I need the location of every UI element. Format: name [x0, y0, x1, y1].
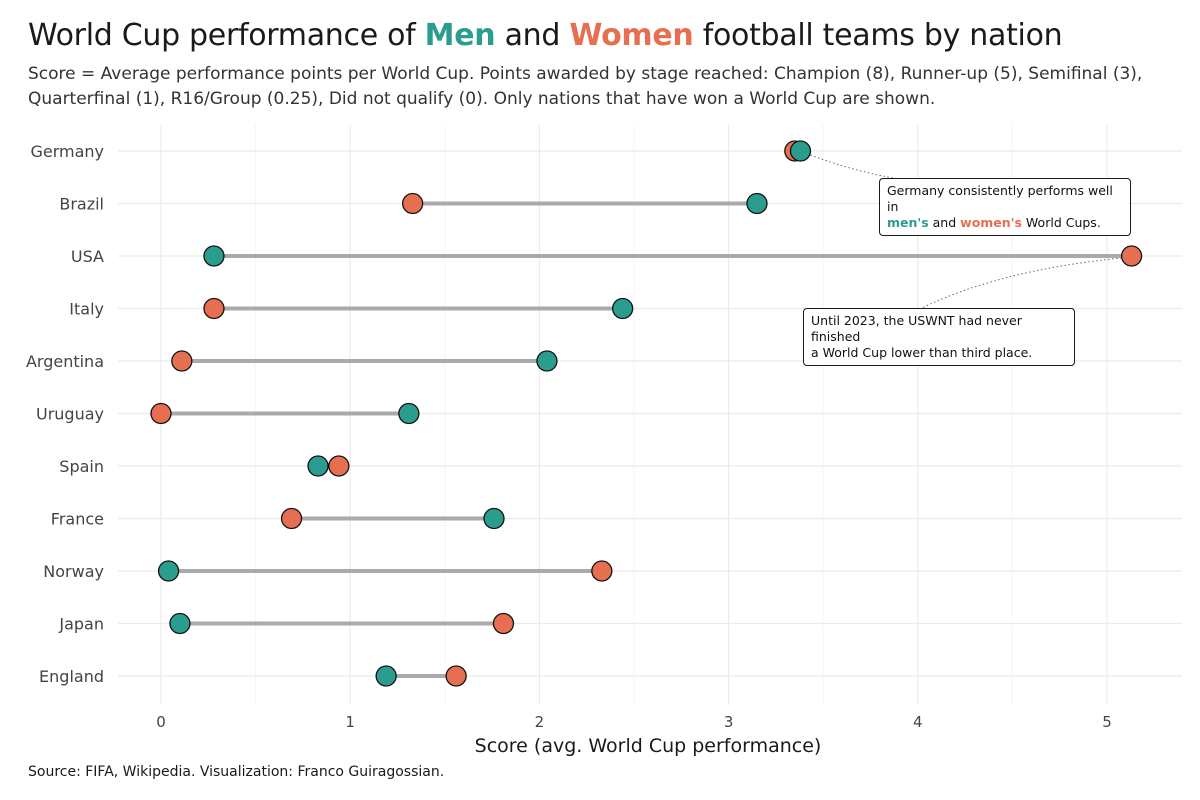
point-women-norway: [591, 560, 613, 582]
point-men-norway: [157, 560, 180, 582]
annotation-germany-women: women's: [960, 215, 1022, 230]
point-men-germany: [789, 140, 812, 162]
annotation-usa: Until 2023, the USWNT had never finished…: [803, 308, 1075, 366]
point-men-italy: [611, 297, 634, 320]
y-tick-label-germany: Germany: [30, 142, 104, 161]
y-tick-label-japan: Japan: [58, 615, 104, 634]
point-women-brazil: [401, 192, 424, 215]
annotation-usa-connector: [921, 257, 1122, 309]
y-tick-label-france: France: [51, 510, 104, 529]
chart-title: World Cup performance of Men and Women f…: [28, 18, 1063, 53]
y-tick-label-argentina: Argentina: [26, 352, 104, 371]
point-men-brazil: [746, 192, 768, 215]
x-axis-label: Score (avg. World Cup performance): [475, 735, 822, 757]
annotation-germany-connector: [810, 154, 894, 179]
point-women-spain: [328, 455, 350, 477]
chart-subtitle: Score = Average performance points per W…: [28, 64, 1143, 109]
point-men-france: [483, 507, 505, 530]
annotation-germany-line1: Germany consistently performs well in: [887, 183, 1113, 214]
annotation-usa-line2: a World Cup lower than third place.: [811, 345, 1033, 360]
point-women-italy: [203, 297, 225, 320]
point-men-uruguay: [398, 402, 420, 425]
point-women-japan: [492, 612, 515, 635]
point-men-england: [375, 665, 397, 687]
y-tick-label-italy: Italy: [69, 300, 104, 319]
point-women-usa: [1120, 245, 1143, 267]
y-tick-label-spain: Spain: [59, 457, 104, 476]
annotation-germany-and: and: [928, 215, 961, 230]
x-tick-label: 0: [156, 713, 166, 731]
chart-caption: Source: FIFA, Wikipedia. Visualization: …: [28, 764, 445, 780]
annotation-usa-line1: Until 2023, the USWNT had never finished: [811, 313, 1022, 344]
y-tick-label-norway: Norway: [43, 562, 104, 581]
annotation-germany: Germany consistently performs well in me…: [879, 178, 1131, 236]
y-tick-label-usa: USA: [71, 247, 104, 266]
title-prefix: World Cup performance of: [28, 18, 425, 53]
annotation-germany-men: men's: [887, 215, 929, 230]
title-and: and: [495, 18, 570, 53]
y-tick-label-uruguay: Uruguay: [36, 405, 104, 424]
point-men-japan: [169, 612, 191, 635]
point-women-argentina: [171, 350, 193, 372]
x-tick-label: 3: [724, 713, 734, 731]
point-men-argentina: [536, 350, 558, 372]
point-men-usa: [203, 245, 225, 267]
y-tick-label-brazil: Brazil: [59, 195, 104, 214]
title-women: Women: [569, 18, 694, 53]
title-suffix: football teams by nation: [693, 18, 1063, 53]
point-women-france: [280, 507, 303, 530]
annotation-germany-rest: World Cups.: [1021, 215, 1101, 230]
x-tick-label: 4: [913, 713, 923, 731]
x-tick-label: 5: [1102, 713, 1112, 731]
point-women-england: [445, 665, 467, 687]
point-men-spain: [307, 455, 329, 477]
point-women-uruguay: [150, 402, 172, 425]
x-tick-label: 2: [535, 713, 545, 731]
y-tick-label-england: England: [39, 667, 104, 686]
title-men: Men: [424, 18, 496, 53]
annotation-germany-line2: men's and women's World Cups.: [887, 215, 1123, 231]
x-tick-label: 1: [345, 713, 355, 731]
